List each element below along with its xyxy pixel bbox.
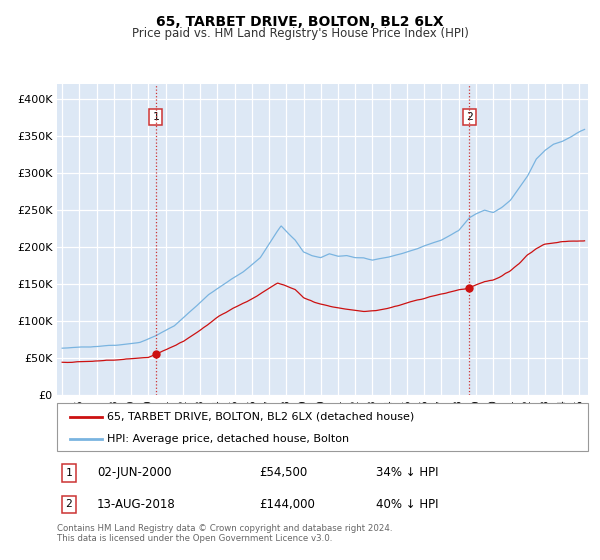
- Text: 40% ↓ HPI: 40% ↓ HPI: [376, 498, 438, 511]
- Text: Contains HM Land Registry data © Crown copyright and database right 2024.
This d: Contains HM Land Registry data © Crown c…: [57, 524, 392, 543]
- Text: 02-JUN-2000: 02-JUN-2000: [97, 466, 172, 479]
- Text: £144,000: £144,000: [259, 498, 314, 511]
- Text: 65, TARBET DRIVE, BOLTON, BL2 6LX: 65, TARBET DRIVE, BOLTON, BL2 6LX: [156, 15, 444, 29]
- FancyBboxPatch shape: [57, 403, 588, 451]
- Text: 34% ↓ HPI: 34% ↓ HPI: [376, 466, 438, 479]
- Text: 2: 2: [65, 500, 72, 510]
- Text: 2: 2: [466, 113, 473, 122]
- Text: 1: 1: [152, 113, 159, 122]
- Text: £54,500: £54,500: [259, 466, 307, 479]
- Text: 13-AUG-2018: 13-AUG-2018: [97, 498, 176, 511]
- Text: HPI: Average price, detached house, Bolton: HPI: Average price, detached house, Bolt…: [107, 434, 350, 444]
- Text: 65, TARBET DRIVE, BOLTON, BL2 6LX (detached house): 65, TARBET DRIVE, BOLTON, BL2 6LX (detac…: [107, 412, 415, 422]
- Text: Price paid vs. HM Land Registry's House Price Index (HPI): Price paid vs. HM Land Registry's House …: [131, 27, 469, 40]
- Text: 1: 1: [65, 468, 72, 478]
